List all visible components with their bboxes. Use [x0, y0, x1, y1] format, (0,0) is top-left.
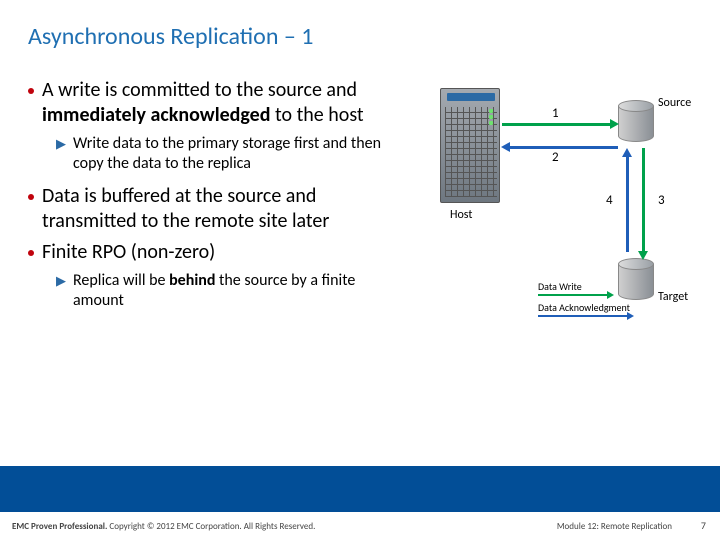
legend-ack-line [538, 315, 628, 317]
bullet-text: A write is committed to the source and i… [42, 78, 408, 128]
label-1: 1 [552, 106, 559, 121]
label-2: 2 [552, 150, 559, 165]
sub-bullet-text: Write data to the primary storage first … [73, 134, 408, 174]
bullet-dot [28, 250, 34, 256]
footer-right: Module 12: Remote Replication [557, 521, 672, 532]
slide-title: Asynchronous Replication – 1 [28, 22, 313, 51]
bullet-dot [28, 88, 34, 94]
arrow-2-ack [510, 146, 618, 149]
legend-write: Data Write [538, 280, 582, 293]
legend-write-head [607, 291, 614, 299]
sub-bullet-1-1: ▶ Write data to the primary storage firs… [56, 134, 408, 174]
sub-arrow-icon: ▶ [56, 274, 66, 289]
source-storage-icon [618, 100, 654, 144]
arrow-2-head [501, 142, 510, 152]
server-lights [489, 109, 495, 127]
source-label: Source [658, 96, 691, 110]
bullet-text: Finite RPO (non-zero) [42, 240, 215, 265]
arrow-1-head [610, 119, 619, 129]
sub-bullet-3-1: ▶ Replica will be behind the source by a… [56, 271, 408, 311]
label-4: 4 [606, 193, 613, 208]
page-number: 7 [701, 519, 706, 532]
bullet-text: Data is buffered at the source and trans… [42, 184, 408, 234]
sub-arrow-icon: ▶ [56, 137, 66, 152]
bullet-1: A write is committed to the source and i… [28, 78, 408, 128]
bullet-dot [28, 194, 34, 200]
legend-ack: Data Acknowledgment [538, 301, 630, 314]
content-body: A write is committed to the source and i… [28, 78, 408, 321]
replication-diagram: Host Source Target 1 2 4 3 Data Write Da… [430, 78, 700, 358]
server-top-accent [447, 93, 495, 101]
arrow-3-write [642, 148, 645, 252]
arrow-4-ack [626, 156, 629, 252]
target-label: Target [658, 290, 688, 304]
host-server-icon [440, 88, 500, 203]
arrow-4-head [622, 148, 632, 157]
bottom-band [0, 466, 720, 512]
footer-left: EMC Proven Professional. Copyright © 201… [12, 521, 315, 532]
legend-ack-head [627, 312, 634, 320]
sub-bullet-text: Replica will be behind the source by a f… [73, 271, 408, 311]
legend-write-line [538, 294, 608, 296]
arrow-3-head [638, 251, 648, 260]
bullet-2: Data is buffered at the source and trans… [28, 184, 408, 234]
target-storage-icon [618, 258, 654, 302]
host-label: Host [450, 208, 472, 222]
bullet-3: Finite RPO (non-zero) [28, 240, 408, 265]
label-3: 3 [658, 193, 665, 208]
arrow-1-write [502, 123, 610, 126]
